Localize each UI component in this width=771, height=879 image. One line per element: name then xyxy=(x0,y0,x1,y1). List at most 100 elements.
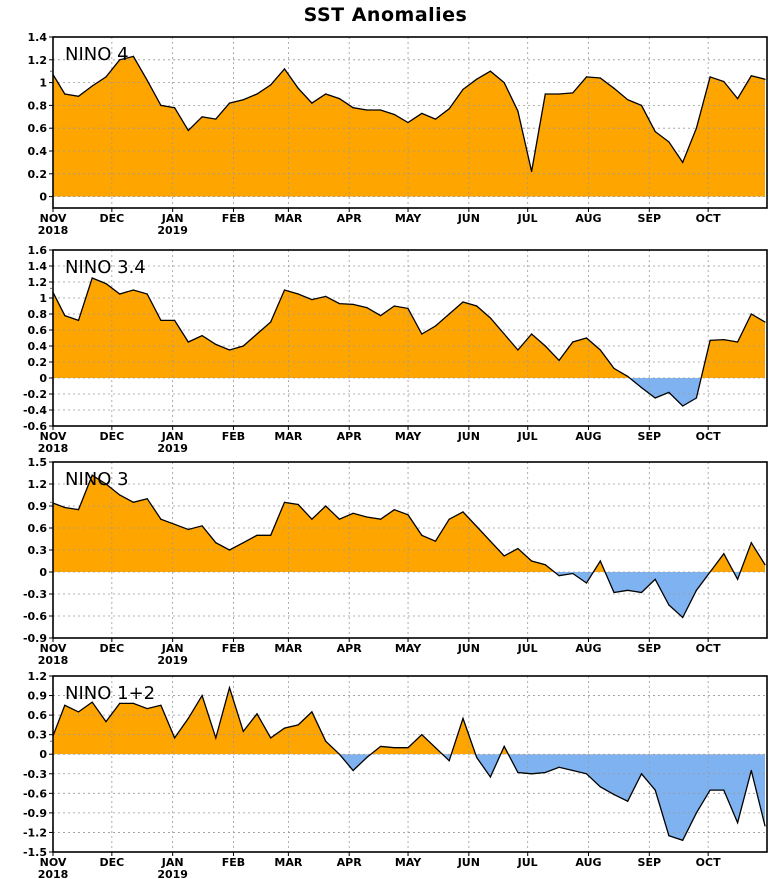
data-point xyxy=(668,835,669,836)
data-point xyxy=(407,308,408,309)
data-point xyxy=(764,321,765,322)
x-tick-label: APR xyxy=(337,642,363,655)
data-point xyxy=(462,511,463,512)
x-tick-label: FEB xyxy=(222,212,245,225)
data-point xyxy=(421,734,422,735)
y-tick-label: 1.2 xyxy=(28,276,48,289)
data-point xyxy=(147,708,148,709)
data-point xyxy=(339,754,340,755)
data-point xyxy=(311,103,312,104)
x-tick-label: APR xyxy=(337,430,363,443)
x-tick-label: DEC xyxy=(99,212,124,225)
x-tick-label: APR xyxy=(337,856,363,869)
data-point xyxy=(64,507,65,508)
x-tick-label: AUG xyxy=(575,642,601,655)
year-label: 2019 xyxy=(157,224,188,237)
data-point xyxy=(531,560,532,561)
data-point xyxy=(710,790,711,791)
data-point xyxy=(682,162,683,163)
data-point xyxy=(490,317,491,318)
data-point xyxy=(311,519,312,520)
data-point xyxy=(462,89,463,90)
data-point xyxy=(229,549,230,550)
y-tick-label: 0.9 xyxy=(28,500,48,513)
x-tick-label: SEP xyxy=(638,856,662,869)
data-point xyxy=(517,772,518,773)
data-point xyxy=(682,405,683,406)
data-point xyxy=(160,105,161,106)
data-point xyxy=(256,535,257,536)
data-point xyxy=(710,76,711,77)
data-point xyxy=(764,564,765,565)
data-point xyxy=(366,757,367,758)
data-point xyxy=(133,56,134,57)
y-tick-label: 1 xyxy=(39,292,47,305)
data-point xyxy=(696,812,697,813)
panel-2: -0.6-0.4-0.200.20.40.60.811.21.41.6NOV20… xyxy=(23,244,767,455)
data-point xyxy=(655,579,656,580)
y-axis: 00.20.40.60.811.21.4 xyxy=(28,31,54,204)
x-axis: NOV2018 DEC JAN2019 FEB MAR APR MAY JUN JUL AUG SE… xyxy=(38,426,721,455)
data-point xyxy=(353,513,354,514)
data-point xyxy=(298,504,299,505)
data-point xyxy=(229,687,230,688)
data-point xyxy=(380,315,381,316)
data-point xyxy=(174,524,175,525)
data-point xyxy=(476,79,477,80)
year-label: 2018 xyxy=(38,868,69,879)
x-tick-label: FEB xyxy=(222,430,245,443)
data-point xyxy=(586,337,587,338)
y-tick-label: 0 xyxy=(39,566,47,579)
y-tick-label: 0.2 xyxy=(28,356,48,369)
data-point xyxy=(243,542,244,543)
data-point xyxy=(490,71,491,72)
y-axis: -0.6-0.4-0.200.20.40.60.811.21.41.6 xyxy=(23,244,53,433)
data-point xyxy=(462,718,463,719)
data-point xyxy=(600,77,601,78)
x-tick-label: MAR xyxy=(274,642,302,655)
y-tick-label: -0.2 xyxy=(23,388,47,401)
data-point xyxy=(50,741,51,742)
data-point xyxy=(641,387,642,388)
x-tick-label: SEP xyxy=(638,430,662,443)
data-point xyxy=(202,335,203,336)
x-axis: NOV2018 DEC JAN2019 FEB MAR APR MAY JUN JUL AUG SE… xyxy=(38,208,721,237)
y-tick-label: 0.8 xyxy=(28,308,48,321)
data-point xyxy=(160,320,161,321)
data-point xyxy=(215,737,216,738)
data-point xyxy=(256,713,257,714)
data-point xyxy=(229,349,230,350)
x-tick-label: JUL xyxy=(517,212,538,225)
data-point xyxy=(435,541,436,542)
data-point xyxy=(229,103,230,104)
panel-1: 00.20.40.60.811.21.4NOV2018DEC JAN2019FEB… xyxy=(28,31,768,237)
data-point xyxy=(215,542,216,543)
data-point xyxy=(78,320,79,321)
data-point xyxy=(655,131,656,132)
data-point xyxy=(298,88,299,89)
year-label: 2018 xyxy=(38,442,69,455)
x-tick-label: FEB xyxy=(222,642,245,655)
data-point xyxy=(339,519,340,520)
data-point xyxy=(504,333,505,334)
data-point xyxy=(421,113,422,114)
x-tick-label: SEP xyxy=(638,642,662,655)
data-point xyxy=(50,502,51,503)
y-tick-label: 0.4 xyxy=(28,340,48,353)
data-point xyxy=(407,747,408,748)
data-point xyxy=(764,79,765,80)
data-point xyxy=(78,711,79,712)
data-point xyxy=(188,130,189,131)
data-point xyxy=(627,99,628,100)
data-point xyxy=(723,339,724,340)
year-label: 2019 xyxy=(157,868,188,879)
data-point xyxy=(339,303,340,304)
data-point xyxy=(133,289,134,290)
data-point xyxy=(160,705,161,706)
y-tick-label: 0.3 xyxy=(28,729,48,742)
data-point xyxy=(64,93,65,94)
panel-label: NINO 1+2 xyxy=(65,683,155,704)
panel-3: -0.9-0.6-0.300.30.60.91.21.5NOV2018DEC JA… xyxy=(23,456,767,667)
year-label: 2018 xyxy=(38,224,69,237)
data-point xyxy=(517,349,518,350)
